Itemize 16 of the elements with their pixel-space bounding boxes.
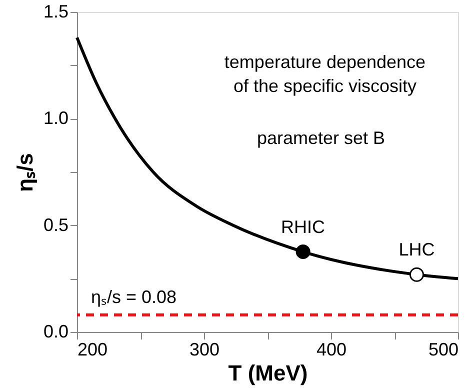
- x-tick-label: 400: [316, 340, 347, 360]
- annotation: temperature dependence of the specific viscosity: [224, 52, 426, 96]
- ref-line-label: ηₛ/s = 0.08: [91, 286, 177, 307]
- series-label: RHIC: [281, 216, 326, 237]
- series-label: LHC: [398, 240, 435, 260]
- y-tick-label: 1.0: [43, 108, 68, 128]
- x-axis-title: T (MeV): [228, 360, 308, 386]
- y-tick-label: 0.0: [43, 322, 68, 342]
- y-tick-label: 0.5: [43, 214, 68, 235]
- x-tick-label: 200: [78, 340, 108, 360]
- x-tick-label: 300: [189, 340, 220, 360]
- x-tick-label: 500: [428, 340, 458, 360]
- y-tick-label: 1.5: [43, 2, 68, 22]
- annotation: parameter set B: [256, 128, 386, 148]
- y-axis-title: ηₛ/s: [12, 153, 38, 192]
- line-series: [76, 36, 460, 280]
